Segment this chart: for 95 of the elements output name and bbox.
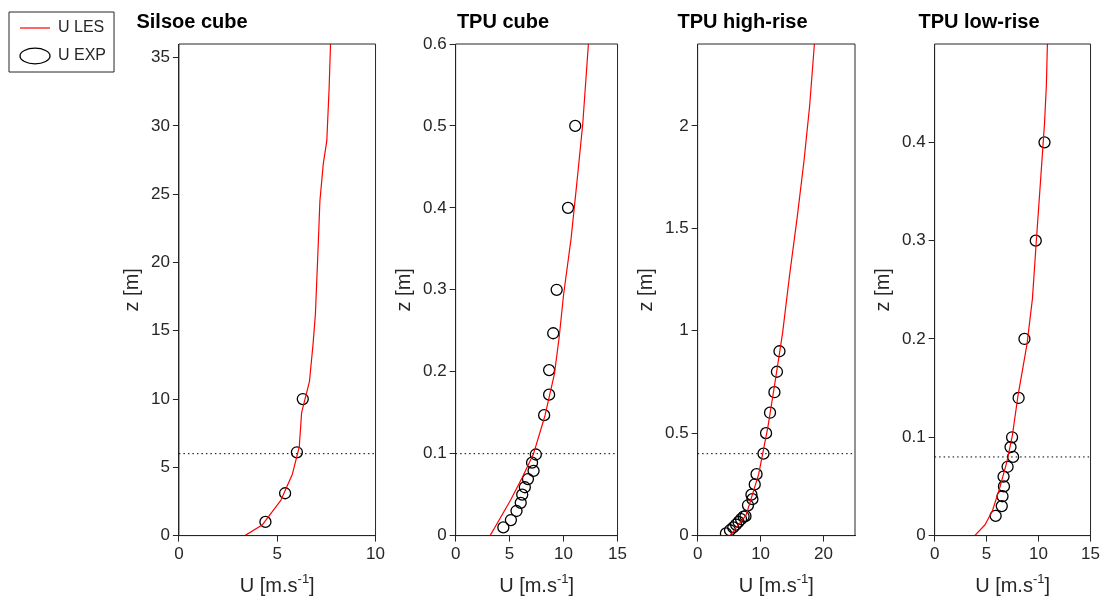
point	[529, 448, 542, 461]
point	[542, 363, 556, 377]
point	[768, 386, 781, 399]
point	[278, 487, 292, 500]
y-tick-label: 30	[151, 115, 170, 135]
point	[259, 515, 272, 529]
point	[1005, 431, 1019, 444]
x-tick-label: 10	[751, 544, 771, 564]
x-tick-label: 20	[814, 544, 833, 564]
y-tick-label: 15	[151, 320, 170, 340]
point	[525, 456, 539, 469]
y-tick-label: 0.2	[422, 361, 447, 381]
point	[746, 492, 759, 506]
point	[547, 327, 560, 340]
point	[759, 427, 773, 440]
point	[773, 345, 786, 358]
point	[1029, 234, 1042, 247]
point	[1012, 391, 1025, 405]
point	[569, 119, 582, 133]
x-tick-label: 15	[608, 544, 628, 564]
point	[504, 513, 518, 527]
point	[538, 409, 551, 422]
y-tick-label: 0	[437, 525, 447, 545]
point	[996, 490, 1009, 503]
y-tick-label: 0	[160, 525, 170, 545]
y-tick-label: 0.1	[422, 443, 447, 463]
y-tick-label: 20	[151, 252, 170, 272]
point	[995, 499, 1008, 513]
chart-title: Silsoe cube	[136, 9, 248, 32]
x-tick-label: 0	[929, 544, 940, 564]
y-tick-label: 1.5	[664, 218, 689, 238]
point	[290, 446, 304, 459]
y-tick-label: 0	[916, 525, 926, 545]
point	[757, 447, 770, 460]
y-tick-label: 0	[679, 525, 689, 545]
point	[750, 468, 763, 481]
point	[997, 480, 1011, 493]
point	[1001, 460, 1014, 473]
x-tick-label: 5	[981, 544, 992, 564]
y-tick-label: 25	[151, 183, 170, 203]
point	[989, 509, 1002, 523]
point	[510, 504, 523, 518]
y-tick-label: 0.6	[422, 33, 447, 53]
point	[518, 481, 531, 494]
point	[561, 201, 575, 215]
y-tick-label: 2	[679, 115, 689, 135]
point	[542, 388, 556, 401]
y-axis-title: z [m]	[119, 268, 142, 312]
x-tick-label: 15	[1081, 544, 1101, 564]
x-tick-label: 5	[272, 544, 282, 564]
point	[516, 488, 529, 501]
point	[1006, 450, 1020, 464]
y-tick-label: 0.4	[901, 132, 926, 152]
y-tick-label: 0.3	[901, 230, 926, 250]
x-tick-label: 0	[692, 544, 703, 564]
y-axis-title: z [m]	[870, 268, 893, 312]
x-tick-label: 0	[450, 544, 461, 564]
y-axis-title: z [m]	[633, 268, 656, 312]
y-tick-label: 5	[160, 457, 170, 477]
legend-label: U EXP	[58, 46, 107, 64]
point	[1038, 136, 1051, 149]
y-axis-title: z [m]	[391, 268, 414, 312]
point	[748, 478, 761, 491]
y-tick-label: 0.3	[422, 279, 447, 299]
y-tick-label: 0.5	[664, 422, 689, 442]
chart-title: TPU high-rise	[677, 9, 808, 32]
point	[1004, 440, 1017, 454]
legend-label: U LES	[58, 18, 105, 36]
x-tick-label: 10	[554, 544, 574, 564]
x-tick-label: 10	[366, 544, 386, 564]
point	[296, 392, 309, 406]
point	[745, 488, 758, 501]
x-tick-label: 0	[174, 544, 184, 564]
point	[1018, 332, 1031, 346]
point	[497, 521, 510, 534]
x-tick-label: 10	[1029, 544, 1049, 564]
y-tick-label: 1	[679, 320, 689, 340]
y-tick-label: 0.2	[901, 328, 926, 348]
point	[521, 472, 535, 486]
y-tick-label: 0.1	[901, 426, 926, 446]
y-tick-label: 10	[151, 388, 170, 408]
point	[527, 464, 540, 478]
point	[514, 496, 527, 509]
y-tick-label: 0.4	[422, 197, 447, 217]
point	[997, 470, 1010, 483]
y-tick-label: 35	[151, 47, 170, 67]
point	[723, 524, 737, 536]
chart-title: TPU low-rise	[918, 9, 1040, 32]
point	[770, 365, 784, 378]
point	[741, 499, 755, 512]
x-tick-label: 5	[504, 544, 515, 564]
point	[550, 283, 563, 296]
chart-title: TPU cube	[456, 9, 550, 32]
point	[763, 406, 777, 419]
y-tick-label: 0.5	[422, 115, 447, 135]
